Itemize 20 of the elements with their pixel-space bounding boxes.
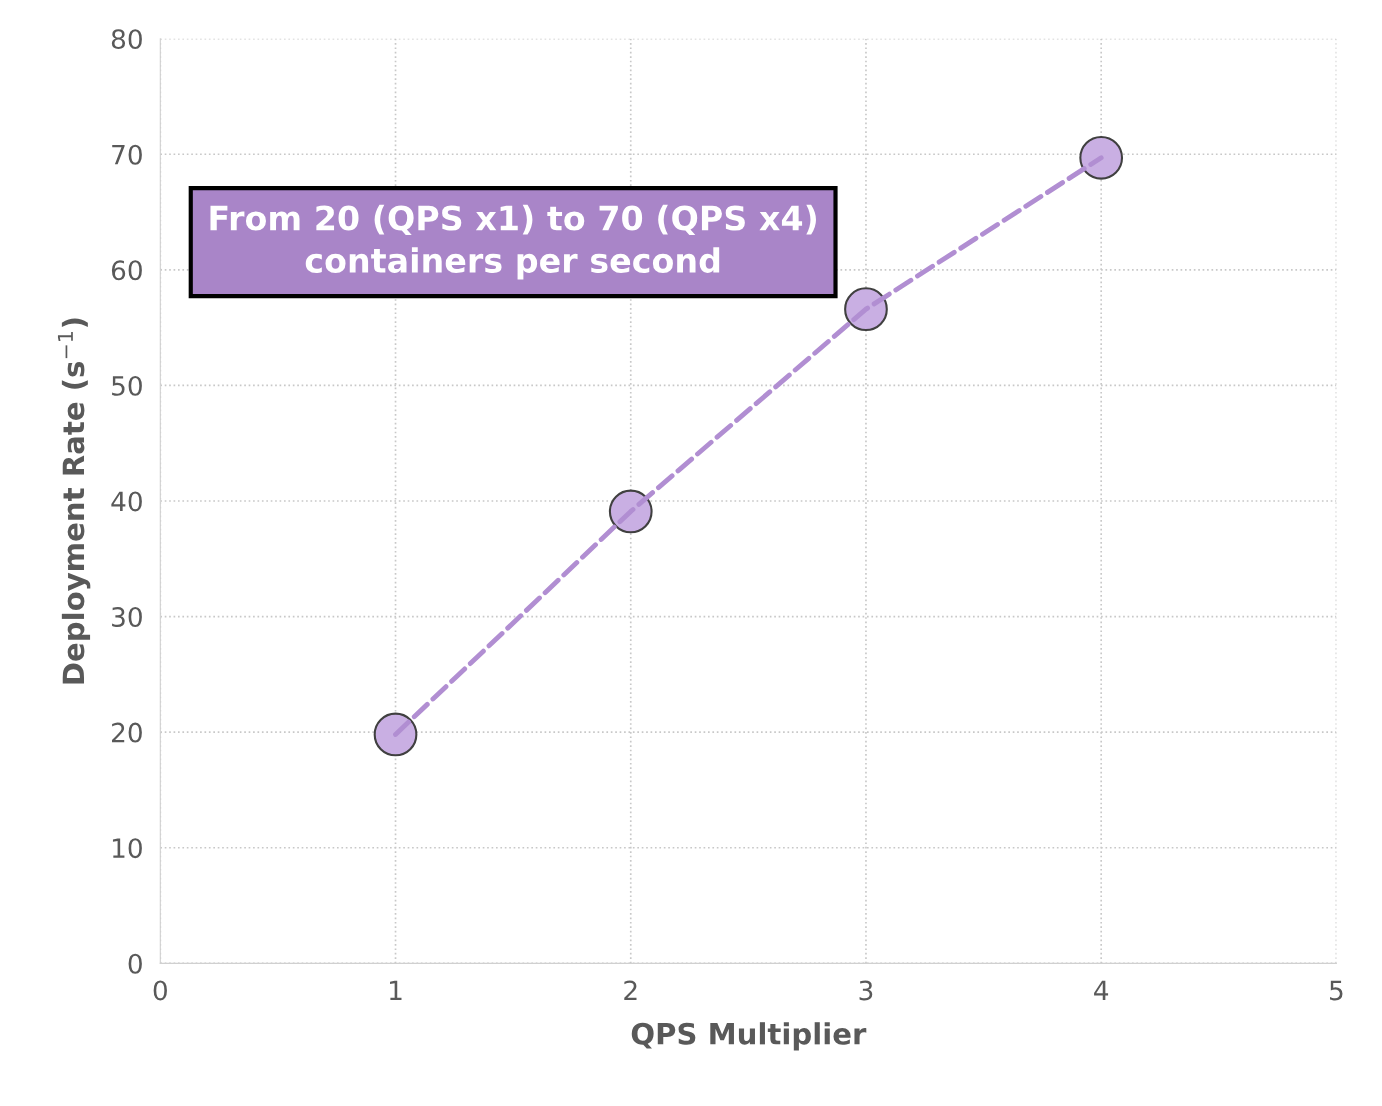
y-tick-label: 60 xyxy=(111,260,142,281)
x-tick-label: 3 xyxy=(859,980,873,1001)
y-tick-label: 80 xyxy=(111,29,142,50)
point xyxy=(1079,135,1124,180)
y-axis-title: Deployment Rate (s$^{−1}$) xyxy=(57,318,91,684)
point xyxy=(373,712,418,757)
x-tick-label: 1 xyxy=(390,980,402,1001)
y-tick-label: 50 xyxy=(112,375,142,396)
y-tick-label: 30 xyxy=(112,607,142,627)
x-tick-label: 4 xyxy=(1094,980,1109,1001)
y-tick-label: 0 xyxy=(128,953,142,974)
y-tick-label: 70 xyxy=(112,144,142,165)
x-tick-label: 2 xyxy=(624,980,637,1001)
x-tick-label: 5 xyxy=(1330,980,1343,1001)
y-tick-label: 10 xyxy=(112,838,142,859)
x-tick-label: 0 xyxy=(153,980,167,1001)
y-tick-label: 20 xyxy=(112,722,142,743)
annotation: From 20 (QPS x1) to 70 (QPS x4) containers per second xyxy=(210,204,816,280)
x-axis-title: QPS Multiplier xyxy=(631,1022,867,1051)
y-tick-label: 40 xyxy=(111,491,142,512)
